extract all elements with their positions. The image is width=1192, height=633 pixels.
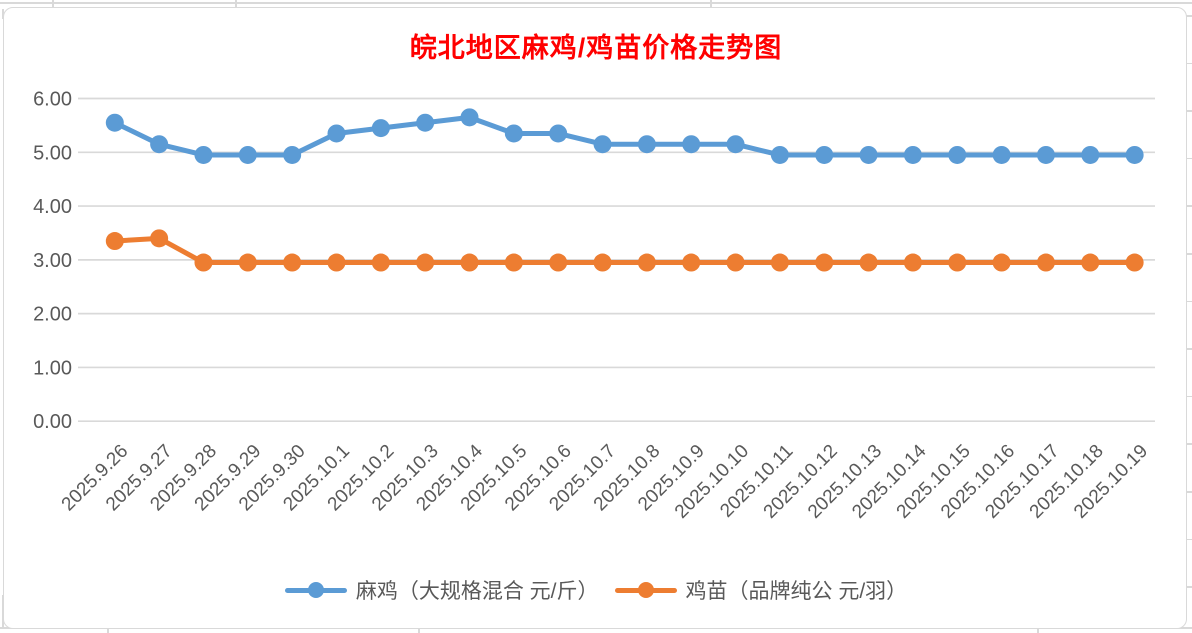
spreadsheet-row-tick: [1185, 348, 1192, 350]
series-point-0: [1125, 145, 1144, 164]
series-point-0: [948, 145, 967, 164]
series-point-1: [770, 253, 789, 272]
spreadsheet-column-tick: [52, 0, 54, 7]
series-point-1: [371, 253, 390, 272]
y-axis-tick-label: 1.00: [33, 357, 72, 379]
series-point-0: [992, 145, 1011, 164]
series-point-1: [504, 253, 523, 272]
spreadsheet-row-tick: [1185, 62, 1192, 65]
series-point-0: [238, 145, 257, 164]
series-point-1: [726, 253, 745, 272]
series-point-0: [903, 145, 922, 164]
spreadsheet-column-tick: [710, 0, 712, 7]
series-point-1: [1125, 253, 1144, 272]
series-point-0: [1081, 145, 1100, 164]
chart-title: 皖北地区麻鸡/鸡苗价格走势图: [409, 33, 783, 63]
series-point-1: [194, 253, 213, 272]
series-point-1: [283, 253, 302, 272]
series-point-1: [327, 253, 346, 272]
y-axis-tick-label: 4.00: [33, 196, 72, 218]
spreadsheet-column-line-left: [2, 595, 4, 629]
series-point-0: [637, 135, 656, 154]
series-point-0: [549, 124, 568, 143]
series-point-1: [682, 253, 701, 272]
spreadsheet-row-tick: [1185, 205, 1192, 207]
series-line-0: [113, 114, 1135, 158]
spreadsheet-row-tick: [1185, 157, 1192, 160]
chart-card: [3, 7, 1187, 629]
series-point-1: [549, 253, 568, 272]
spreadsheet-row-tick: [1185, 586, 1192, 588]
series-point-1: [460, 253, 479, 272]
legend-item-chick: 鸡苗（品牌纯公 元/羽）: [614, 575, 908, 605]
spreadsheet-row-tick: [1185, 300, 1192, 303]
series-point-0: [416, 113, 435, 132]
series-point-1: [105, 232, 124, 251]
series-point-1: [637, 253, 656, 272]
series-point-1: [992, 253, 1011, 272]
legend-line-marker-icon: [614, 581, 677, 599]
spreadsheet-row-tick: [1185, 491, 1192, 493]
series-point-0: [150, 135, 169, 154]
series-point-0: [460, 108, 479, 127]
spreadsheet-row-tick: [1185, 395, 1192, 398]
series-point-1: [238, 253, 257, 272]
series-point-0: [194, 145, 213, 164]
y-axis-tick-label: 3.00: [33, 250, 72, 272]
spreadsheet-row-tick: [1185, 15, 1192, 17]
spreadsheet-row-line-top: [0, 2, 1192, 4]
y-axis-tick-label: 6.00: [33, 89, 72, 111]
spreadsheet-row-tick: [1185, 110, 1192, 112]
spreadsheet-column-line-left: [2, 9, 4, 19]
series-point-1: [859, 253, 878, 272]
series-point-0: [726, 135, 745, 154]
series-point-1: [903, 253, 922, 272]
chart-legend: 麻鸡（大规格混合 元/斤） 鸡苗（品牌纯公 元/羽）: [0, 570, 1192, 610]
series-point-0: [504, 124, 523, 143]
series-point-1: [1081, 253, 1100, 272]
legend-label: 麻鸡（大规格混合 元/斤）: [355, 580, 599, 603]
series-point-0: [682, 135, 701, 154]
y-axis-tick-label: 2.00: [33, 304, 72, 326]
spreadsheet-row-tick: [1185, 443, 1192, 445]
series-point-0: [593, 135, 612, 154]
series-point-0: [105, 113, 124, 132]
spreadsheet-row-tick: [1185, 253, 1192, 255]
series-point-0: [1036, 145, 1055, 164]
spreadsheet-row-tick: [1185, 538, 1192, 541]
y-axis-tick-label: 5.00: [33, 142, 72, 164]
series-point-0: [327, 124, 346, 143]
series-point-0: [815, 145, 834, 164]
legend-line-marker-icon: [284, 581, 347, 599]
series-point-1: [593, 253, 612, 272]
legend-label: 鸡苗（品牌纯公 元/羽）: [685, 580, 908, 603]
series-line-1: [114, 235, 1135, 266]
y-axis-tick-label: 0.00: [33, 411, 72, 433]
series-point-1: [150, 229, 169, 248]
legend-item-chicken: 麻鸡（大规格混合 元/斤）: [284, 575, 599, 605]
series-point-1: [416, 253, 435, 272]
series-point-0: [283, 145, 302, 164]
series-point-1: [1036, 253, 1055, 272]
series-point-0: [770, 145, 789, 164]
series-point-1: [815, 253, 834, 272]
series-point-0: [859, 145, 878, 164]
series-point-1: [948, 253, 967, 272]
spreadsheet-column-tick: [235, 0, 237, 7]
series-point-0: [371, 119, 390, 138]
